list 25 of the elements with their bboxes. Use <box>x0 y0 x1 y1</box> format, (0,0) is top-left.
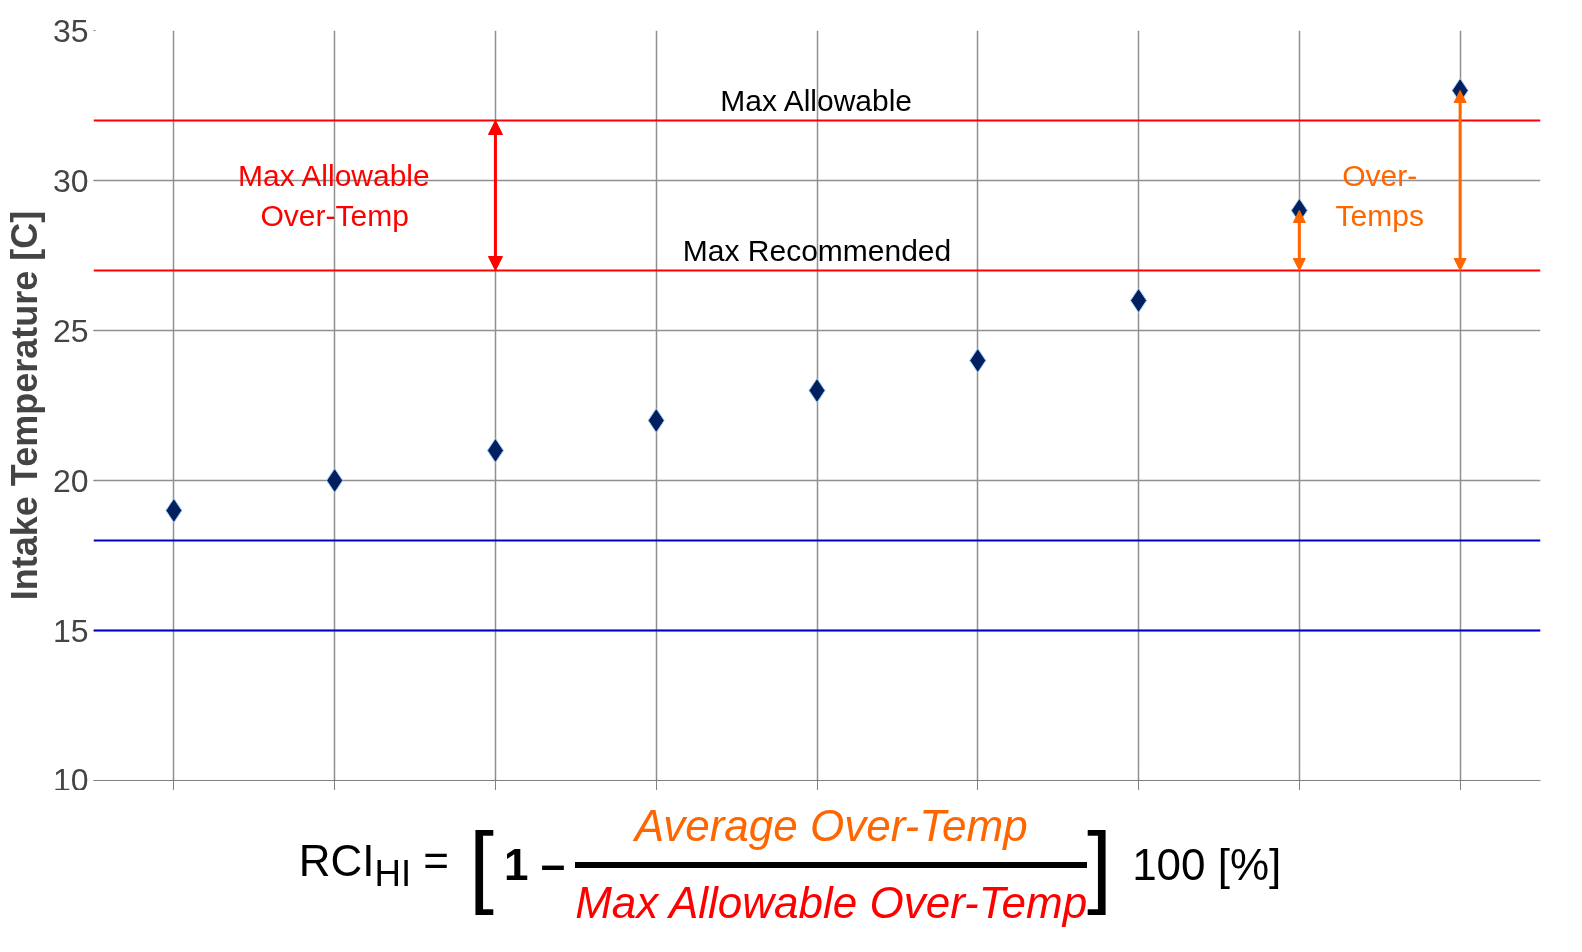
point <box>486 438 504 463</box>
ref-line-label: Max Allowable <box>720 83 913 117</box>
point <box>808 378 826 403</box>
text: 100 [%] <box>1132 838 1282 891</box>
point <box>165 498 183 523</box>
ref-line-label: Max Recommended <box>682 233 952 267</box>
annotation: Over- Temps <box>1335 159 1424 232</box>
point <box>969 348 987 373</box>
y-tick-label: 10 <box>52 761 89 798</box>
text: 1 – <box>504 838 566 891</box>
y-tick-label: 25 <box>52 312 89 349</box>
y-tick-label: 30 <box>52 162 89 199</box>
y-tick-label: 20 <box>52 462 89 499</box>
text: Max Allowable Over-Temp <box>575 878 1088 929</box>
y-tick-label: 35 <box>52 12 89 49</box>
point <box>326 468 344 493</box>
point <box>647 408 665 433</box>
text: ] <box>1087 813 1113 915</box>
text: [ <box>469 813 495 917</box>
text: Average Over-Temp <box>632 800 1029 853</box>
y-axis-title: Intake Temperature [C] <box>3 210 45 601</box>
y-tick-label: 15 <box>52 612 89 649</box>
annotation: Max Allowable Over-Temp <box>237 159 430 232</box>
point <box>1130 288 1148 313</box>
text: RCI$_{HI}$ = <box>298 834 449 896</box>
